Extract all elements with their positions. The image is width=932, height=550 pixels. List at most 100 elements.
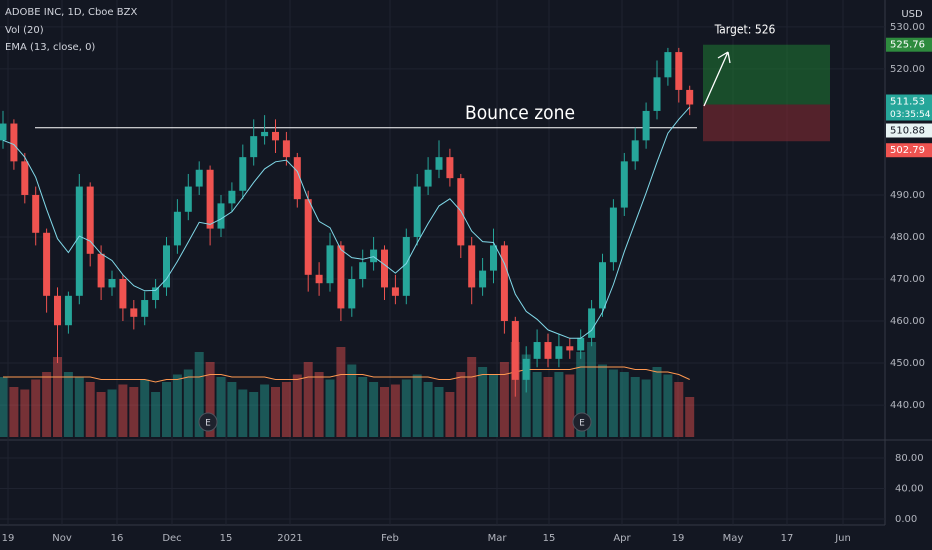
bounce-label: Bounce zone [465, 102, 575, 124]
candle-body [75, 186, 83, 296]
volume-bar [489, 374, 498, 437]
volume-bar [445, 392, 455, 437]
x-tick-label: 2021 [277, 533, 302, 544]
candle-body [620, 161, 628, 208]
candle-body [370, 249, 378, 263]
candle-body [64, 295, 72, 326]
y-tick-label: 490.00 [890, 190, 925, 201]
candle-body [326, 245, 334, 284]
candle-body [631, 140, 639, 162]
candle-body [304, 199, 312, 275]
volume-bar [303, 362, 313, 437]
x-tick-label: 16 [111, 533, 124, 544]
candle-body [206, 169, 214, 229]
volume-bar [652, 367, 662, 437]
candle-body [359, 262, 367, 280]
volume-bar [434, 387, 444, 437]
earnings-label: E [579, 419, 585, 429]
volume-bar [630, 377, 640, 437]
volume-bar [641, 379, 651, 437]
candle-body [228, 190, 236, 204]
candle-body [609, 207, 617, 263]
volume-bar [63, 372, 73, 437]
x-tick-label: Apr [613, 533, 631, 544]
target-arrow [703, 51, 731, 107]
candle-body [533, 342, 541, 359]
volume-bar [183, 369, 193, 437]
earnings-marker [572, 412, 592, 432]
candle-body [0, 123, 7, 141]
candle-body [293, 157, 301, 200]
volume-bar [118, 384, 128, 437]
stop-zone [703, 104, 830, 142]
volume-bar [162, 382, 171, 437]
candle-body [566, 346, 574, 351]
volume-bar [543, 377, 553, 437]
volume-bar [598, 364, 607, 437]
volume-bar [281, 382, 291, 437]
volume-bar [499, 362, 509, 437]
volume-bar [532, 372, 542, 437]
candle-body [152, 287, 160, 301]
last-price-label: 511.53 [890, 97, 925, 108]
volume-bar [96, 392, 106, 437]
candle-body [402, 236, 410, 296]
volume-bar [412, 374, 422, 437]
volume-bar [260, 384, 270, 437]
candle-body [217, 203, 225, 229]
y-tick-label: 0.00 [895, 514, 917, 525]
candle-body [391, 287, 399, 296]
x-tick-label: Jun [834, 533, 851, 544]
candle-body [184, 186, 192, 212]
plot: Bounce zone Target: 526 E E [0, 23, 830, 437]
candle-body [446, 157, 454, 179]
grid [0, 0, 885, 525]
volume-bar [369, 382, 379, 437]
volume-bar [336, 347, 346, 437]
candle-body [119, 279, 127, 309]
candle-body [315, 274, 323, 284]
candle-body [239, 157, 247, 191]
last-price-label-box [886, 94, 932, 109]
x-tick-label: Mar [488, 533, 508, 544]
earnings-marker [198, 412, 218, 432]
y-tick-label: 440.00 [890, 400, 925, 411]
x-tick-label: 15 [543, 533, 556, 544]
candle-body [686, 89, 694, 105]
volume-bar [85, 382, 95, 437]
x-tick-label: May [723, 533, 744, 544]
volume-bar [554, 372, 564, 437]
candle-body [511, 321, 519, 380]
target-zone [703, 44, 830, 105]
candle-body [664, 52, 672, 78]
x-tick-label: Feb [381, 533, 399, 544]
candle-body [490, 245, 497, 271]
stop-price-label: 502.79 [890, 145, 925, 156]
candle-body [544, 342, 552, 359]
volume-bar [423, 382, 433, 437]
ema-price-label: 510.88 [890, 126, 925, 137]
y-tick-label: 460.00 [890, 316, 925, 327]
candle-body [86, 186, 94, 254]
volume-bar [292, 374, 302, 437]
x-tick-label: 17 [781, 533, 794, 544]
x-tick-label: 19 [2, 533, 15, 544]
candle-body [642, 110, 650, 141]
candle-body [675, 52, 683, 90]
candle-body [599, 262, 606, 309]
volume-bar [205, 362, 215, 437]
ema-legend: EMA (13, close, 0) [5, 42, 95, 53]
volume-bar [172, 374, 182, 437]
ema-price-label-box [886, 123, 932, 138]
volume-bar [619, 372, 629, 437]
volume-bar [380, 387, 389, 437]
y-tick-label: 520.00 [890, 64, 925, 75]
candle-body [32, 194, 40, 233]
volume-bar [358, 377, 368, 437]
candle-body [195, 169, 203, 187]
y-tick-label: 480.00 [890, 232, 925, 243]
y-tick-label: 450.00 [890, 358, 925, 369]
y-tick-label: 470.00 [890, 274, 925, 285]
candle-body [250, 136, 258, 158]
volume-bar [31, 379, 41, 437]
